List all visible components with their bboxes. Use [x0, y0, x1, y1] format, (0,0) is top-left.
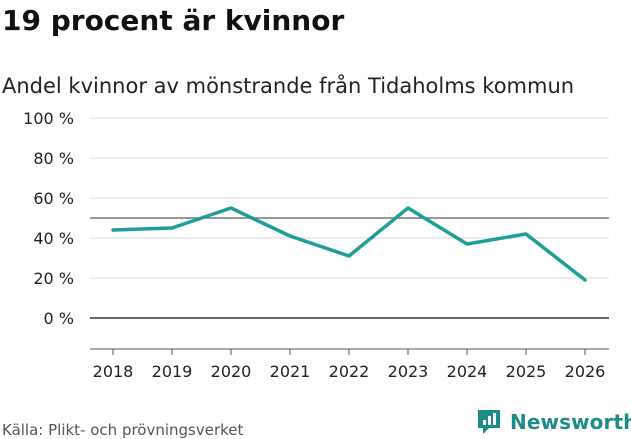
data-point: [288, 234, 292, 238]
x-tick-label: 2021: [270, 362, 311, 381]
x-tick-label: 2020: [211, 362, 252, 381]
data-point: [111, 228, 115, 232]
line-chart: 100 % 80 % 60 % 40 % 20 % 0 % 2018 2019 2020 202…: [23, 109, 609, 381]
chart-subtitle: Andel kvinnor av mönstrande från Tidahol…: [2, 74, 575, 98]
data-point: [583, 278, 587, 282]
series-line: [111, 206, 587, 282]
data-point: [524, 232, 528, 236]
y-tick-label: 0 %: [44, 309, 74, 328]
x-tick-label: 2023: [388, 362, 429, 381]
x-tick-label: 2024: [447, 362, 488, 381]
newsworthy-icon: [478, 410, 500, 434]
x-tick-label: 2025: [506, 362, 547, 381]
y-tick-label: 40 %: [33, 229, 74, 248]
y-tick-label: 20 %: [33, 269, 74, 288]
data-point: [170, 226, 174, 230]
series-layer: [111, 206, 587, 282]
x-tick-label: 2026: [565, 362, 606, 381]
y-axis: 100 % 80 % 60 % 40 % 20 % 0 %: [23, 109, 74, 328]
x-tick-label: 2019: [152, 362, 193, 381]
x-tick-label: 2018: [93, 362, 134, 381]
y-tick-label: 100 %: [23, 109, 74, 128]
x-tick-label: 2022: [329, 362, 370, 381]
y-tick-label: 60 %: [33, 189, 74, 208]
data-point: [229, 206, 233, 210]
data-point: [347, 254, 351, 258]
y-tick-label: 80 %: [33, 149, 74, 168]
x-axis: 2018 2019 2020 2021 2022 2023 2024 2025 2026: [90, 348, 609, 381]
newsworthy-logo: Newsworthy: [476, 408, 631, 436]
brand-name: Newsworthy: [510, 410, 631, 434]
source-note: Källa: Plikt- och prövningsverket: [2, 421, 244, 439]
data-point: [406, 206, 410, 210]
grid: [90, 117, 609, 319]
chart-title: 19 procent är kvinnor: [2, 4, 345, 37]
data-point: [465, 242, 469, 246]
